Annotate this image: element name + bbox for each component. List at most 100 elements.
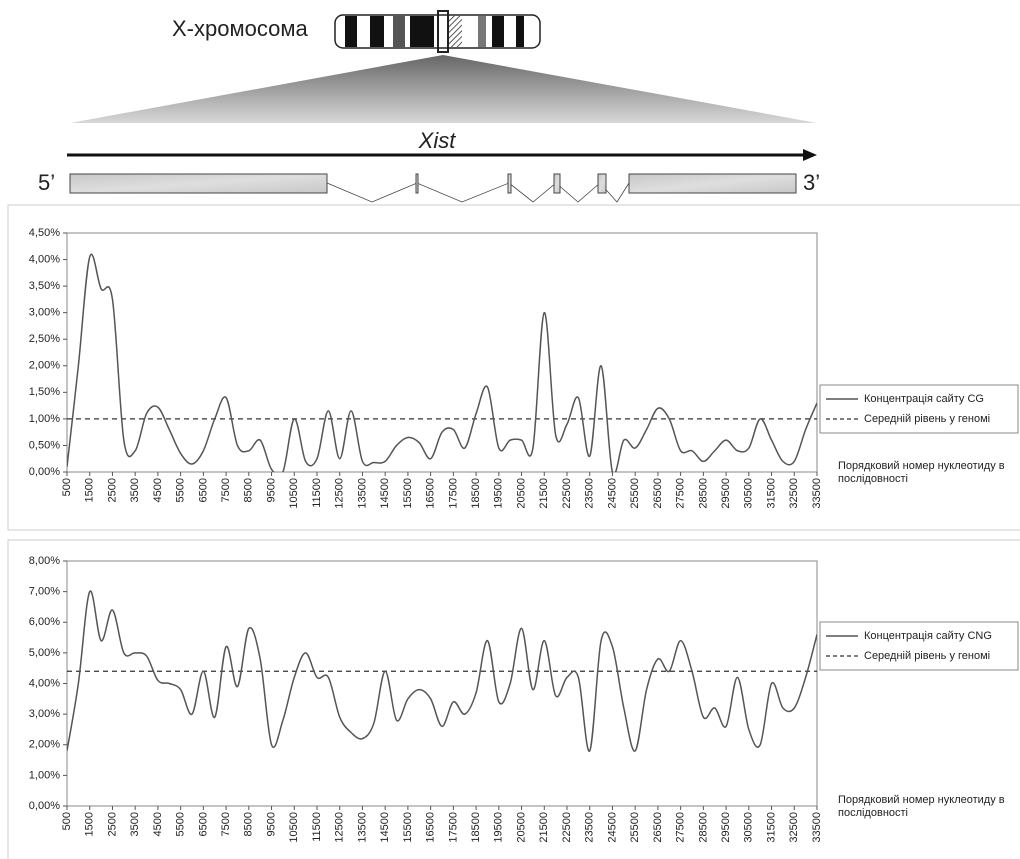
x-tick-label: 30500 (743, 812, 755, 843)
x-tick-label: 12500 (334, 478, 346, 509)
x-tick-label: 2500 (106, 478, 118, 502)
x-tick-label: 19500 (493, 812, 505, 843)
legend (819, 384, 1019, 434)
x-tick-label: 11500 (311, 812, 323, 842)
x-tick-label: 8500 (243, 812, 255, 836)
y-tick-label: 4,00% (29, 677, 60, 689)
x-tick-label: 33500 (811, 478, 823, 509)
x-axis-label: Порядковий номер нуклеотиду в послідовно… (838, 794, 1005, 819)
x-tick-label: 14500 (379, 812, 391, 843)
x-tick-label: 30500 (743, 478, 755, 509)
y-tick-label: 1,50% (29, 386, 60, 398)
x-tick-label: 27500 (675, 478, 687, 509)
y-tick-label: 7,00% (29, 586, 60, 598)
arrow-head (803, 149, 817, 161)
x-tick-label: 7500 (220, 478, 232, 502)
x-tick-label: 3500 (129, 812, 141, 836)
x-tick-label: 13500 (356, 812, 368, 843)
x-tick-label: 5500 (175, 812, 187, 836)
y-tick-label: 6,00% (29, 616, 60, 628)
y-tick-label: 2,00% (29, 360, 60, 372)
gene-structure (69, 173, 797, 203)
x-tick-label: 10500 (288, 478, 300, 509)
y-tick-label: 3,50% (29, 280, 60, 292)
legend-label: Концентрація сайту CNG (864, 630, 992, 642)
plot-area (66, 560, 818, 807)
x-tick-label: 13500 (356, 478, 368, 509)
x-tick-label: 6500 (197, 478, 209, 502)
five-prime: 5’ (38, 170, 55, 195)
y-tick-label: 1,00% (29, 413, 60, 425)
y-tick-label: 0,00% (29, 800, 60, 812)
gene-label: Xist (418, 128, 457, 153)
data-line (67, 590, 817, 752)
x-tick-label: 4500 (152, 812, 164, 836)
x-axis-label: Порядковий номер нуклеотиду в послідовно… (838, 460, 1005, 485)
x-tick-label: 22500 (561, 478, 573, 509)
x-tick-label: 21500 (538, 478, 550, 509)
legend-label: Середній рівень у геномі (864, 650, 990, 662)
legend-label: Концентрація сайту CG (864, 393, 984, 405)
y-tick-label: 8,00% (29, 555, 60, 567)
x-tick-label: 1500 (84, 812, 96, 836)
x-tick-label: 31500 (765, 812, 777, 843)
panel (7, 204, 1020, 531)
zoom-triangle (70, 55, 817, 123)
x-tick-label: 6500 (197, 812, 209, 836)
x-tick-label: 24500 (606, 812, 618, 843)
x-tick-label: 24500 (606, 478, 618, 509)
y-tick-label: 3,00% (29, 307, 60, 319)
y-tick-label: 2,00% (29, 739, 60, 751)
y-tick-label: 5,00% (29, 647, 60, 659)
x-tick-label: 29500 (720, 812, 732, 843)
x-tick-label: 23500 (584, 812, 596, 843)
y-tick-label: 4,00% (29, 253, 60, 265)
x-tick-label: 5500 (175, 478, 187, 502)
x-tick-label: 2500 (106, 812, 118, 836)
x-tick-label: 25500 (629, 812, 641, 843)
x-tick-label: 15500 (402, 478, 414, 509)
x-tick-label: 21500 (538, 812, 550, 843)
x-tick-label: 11500 (311, 478, 323, 508)
x-tick-label: 28500 (697, 478, 709, 509)
chromosome-label: X-хромосома (172, 16, 308, 41)
x-tick-label: 3500 (129, 478, 141, 502)
x-tick-label: 12500 (334, 812, 346, 843)
x-tick-label: 7500 (220, 812, 232, 836)
x-tick-label: 22500 (561, 812, 573, 843)
x-tick-label: 26500 (652, 478, 664, 509)
x-tick-label: 20500 (515, 812, 527, 843)
x-tick-label: 16500 (425, 812, 437, 843)
legend (819, 621, 1019, 671)
x-tick-label: 14500 (379, 478, 391, 509)
x-tick-label: 19500 (493, 478, 505, 509)
x-tick-label: 500 (61, 812, 73, 830)
x-tick-label: 33500 (811, 812, 823, 843)
x-tick-label: 9500 (265, 812, 277, 836)
legend-label: Середній рівень у геномі (864, 413, 990, 425)
x-tick-label: 8500 (243, 478, 255, 502)
x-tick-label: 20500 (515, 478, 527, 509)
x-tick-label: 31500 (765, 478, 777, 509)
x-tick-label: 25500 (629, 478, 641, 509)
y-tick-label: 4,50% (29, 227, 60, 239)
x-tick-label: 1500 (84, 478, 96, 502)
x-tick-label: 29500 (720, 478, 732, 509)
x-tick-label: 23500 (584, 478, 596, 509)
x-tick-label: 18500 (470, 478, 482, 509)
x-tick-label: 10500 (288, 812, 300, 843)
x-tick-label: 17500 (447, 812, 459, 843)
y-tick-label: 2,50% (29, 333, 60, 345)
chromosome (334, 10, 541, 53)
x-tick-label: 4500 (152, 478, 164, 502)
x-tick-label: 9500 (265, 478, 277, 502)
x-tick-label: 18500 (470, 812, 482, 843)
three-prime: 3’ (803, 170, 820, 195)
y-tick-label: 0,50% (29, 439, 60, 451)
panel (7, 539, 1020, 859)
data-line (67, 253, 817, 472)
x-tick-label: 16500 (425, 478, 437, 509)
x-tick-label: 500 (61, 478, 73, 496)
y-tick-label: 3,00% (29, 708, 60, 720)
